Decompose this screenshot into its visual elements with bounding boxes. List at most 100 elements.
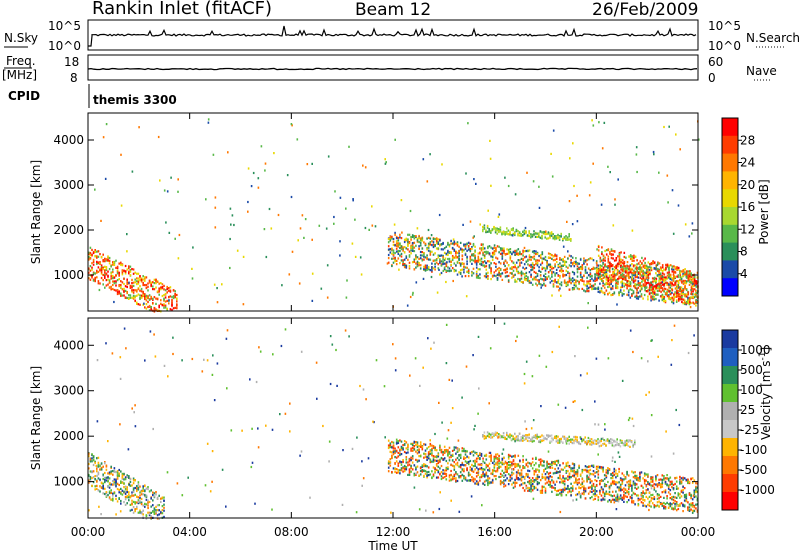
power-echo <box>174 293 176 296</box>
velocity-echo <box>129 480 132 483</box>
power-echo <box>570 261 572 264</box>
power-echo <box>639 273 642 276</box>
velocity-echo <box>115 481 117 484</box>
power-echo <box>467 269 470 272</box>
velocity-echo <box>525 484 528 487</box>
velocity-echo <box>439 460 441 463</box>
velocity-echo <box>410 449 412 452</box>
power-echo <box>531 233 534 236</box>
velocity-echo <box>118 497 120 500</box>
power-echo <box>459 241 462 244</box>
power-echo <box>482 251 484 254</box>
power-echo <box>229 207 232 210</box>
power-echo <box>596 270 598 273</box>
power-echo <box>427 228 430 232</box>
velocity-echo <box>591 484 593 487</box>
velocity-echo <box>507 461 510 464</box>
power-echo <box>108 281 111 284</box>
power-echo <box>426 254 428 257</box>
power-echo <box>665 281 667 284</box>
power-echo <box>448 267 451 270</box>
velocity-echo <box>453 473 456 476</box>
power-echo <box>591 284 593 288</box>
velocity-echo <box>608 499 611 502</box>
power-echo <box>514 251 516 254</box>
power-echo <box>551 257 553 260</box>
velocity-echo <box>573 471 576 474</box>
noise-panel: N.Sky 10^5 10^0 10^5 10^0 N.Search <box>4 19 800 53</box>
power-echo <box>620 258 622 261</box>
power-echo <box>455 269 457 272</box>
velocity-echo <box>399 453 401 457</box>
power-echo <box>676 284 678 287</box>
power-echo <box>418 240 420 244</box>
velocity-echo <box>442 476 444 479</box>
power-echo <box>426 237 428 240</box>
power-echo <box>652 150 655 154</box>
power-echo <box>523 278 526 281</box>
velocity-echo <box>411 442 414 445</box>
velocity-echo <box>528 480 531 483</box>
velocity-echo <box>610 477 612 480</box>
velocity-echo <box>475 480 478 483</box>
power-echo <box>599 271 602 274</box>
power-echo <box>395 235 398 238</box>
power-echo <box>563 281 566 284</box>
power-echo <box>693 293 696 296</box>
power-echo <box>439 239 441 242</box>
velocity-echo <box>586 470 588 473</box>
power-echo <box>672 268 675 271</box>
power-echo <box>523 246 526 249</box>
power-echo <box>525 279 528 282</box>
velocity-echo <box>110 470 112 473</box>
velocity-echo <box>541 485 544 488</box>
velocity-echo <box>424 455 427 459</box>
velocity-echo <box>587 486 590 489</box>
power-echo <box>589 269 592 272</box>
power-echo <box>604 263 606 266</box>
power-echo <box>144 306 146 309</box>
power-echo <box>498 271 500 275</box>
power-echo <box>621 294 624 297</box>
power-echo <box>445 245 448 248</box>
power-echo <box>600 274 603 277</box>
power-echo <box>89 253 92 257</box>
velocity-echo <box>613 501 616 504</box>
power-echo <box>533 278 536 281</box>
power-echo <box>663 273 666 276</box>
power-echo <box>655 297 657 301</box>
velocity-echo <box>603 492 606 495</box>
power-echo <box>504 253 507 256</box>
power-echo <box>544 267 547 270</box>
power-echo <box>546 265 548 268</box>
power-echo <box>614 203 616 206</box>
power-echo <box>427 266 430 269</box>
velocity-echo <box>565 470 568 474</box>
power-echo <box>99 262 101 265</box>
power-echo <box>617 280 619 283</box>
velocity-echo <box>423 456 425 459</box>
power-echo <box>615 284 617 288</box>
velocity-echo <box>432 455 435 458</box>
power-echo <box>607 259 610 262</box>
power-echo <box>599 291 601 294</box>
power-echo <box>677 204 680 207</box>
power-echo <box>583 262 585 265</box>
power-echo <box>626 265 629 268</box>
velocity-echo <box>116 471 119 474</box>
power-echo <box>397 245 400 248</box>
power-echo <box>469 250 472 253</box>
power-echo <box>411 242 414 245</box>
power-echo <box>456 273 459 276</box>
power-echo <box>568 272 571 275</box>
velocity-echo <box>437 459 440 462</box>
power-echo <box>407 233 409 236</box>
power-echo <box>100 272 103 275</box>
velocity-echo <box>450 479 452 482</box>
velocity-echo <box>137 483 140 486</box>
power-echo <box>461 275 463 278</box>
power-echo <box>629 283 632 287</box>
power-echo <box>506 252 508 255</box>
power-echo <box>128 297 130 300</box>
power-echo <box>682 269 685 272</box>
